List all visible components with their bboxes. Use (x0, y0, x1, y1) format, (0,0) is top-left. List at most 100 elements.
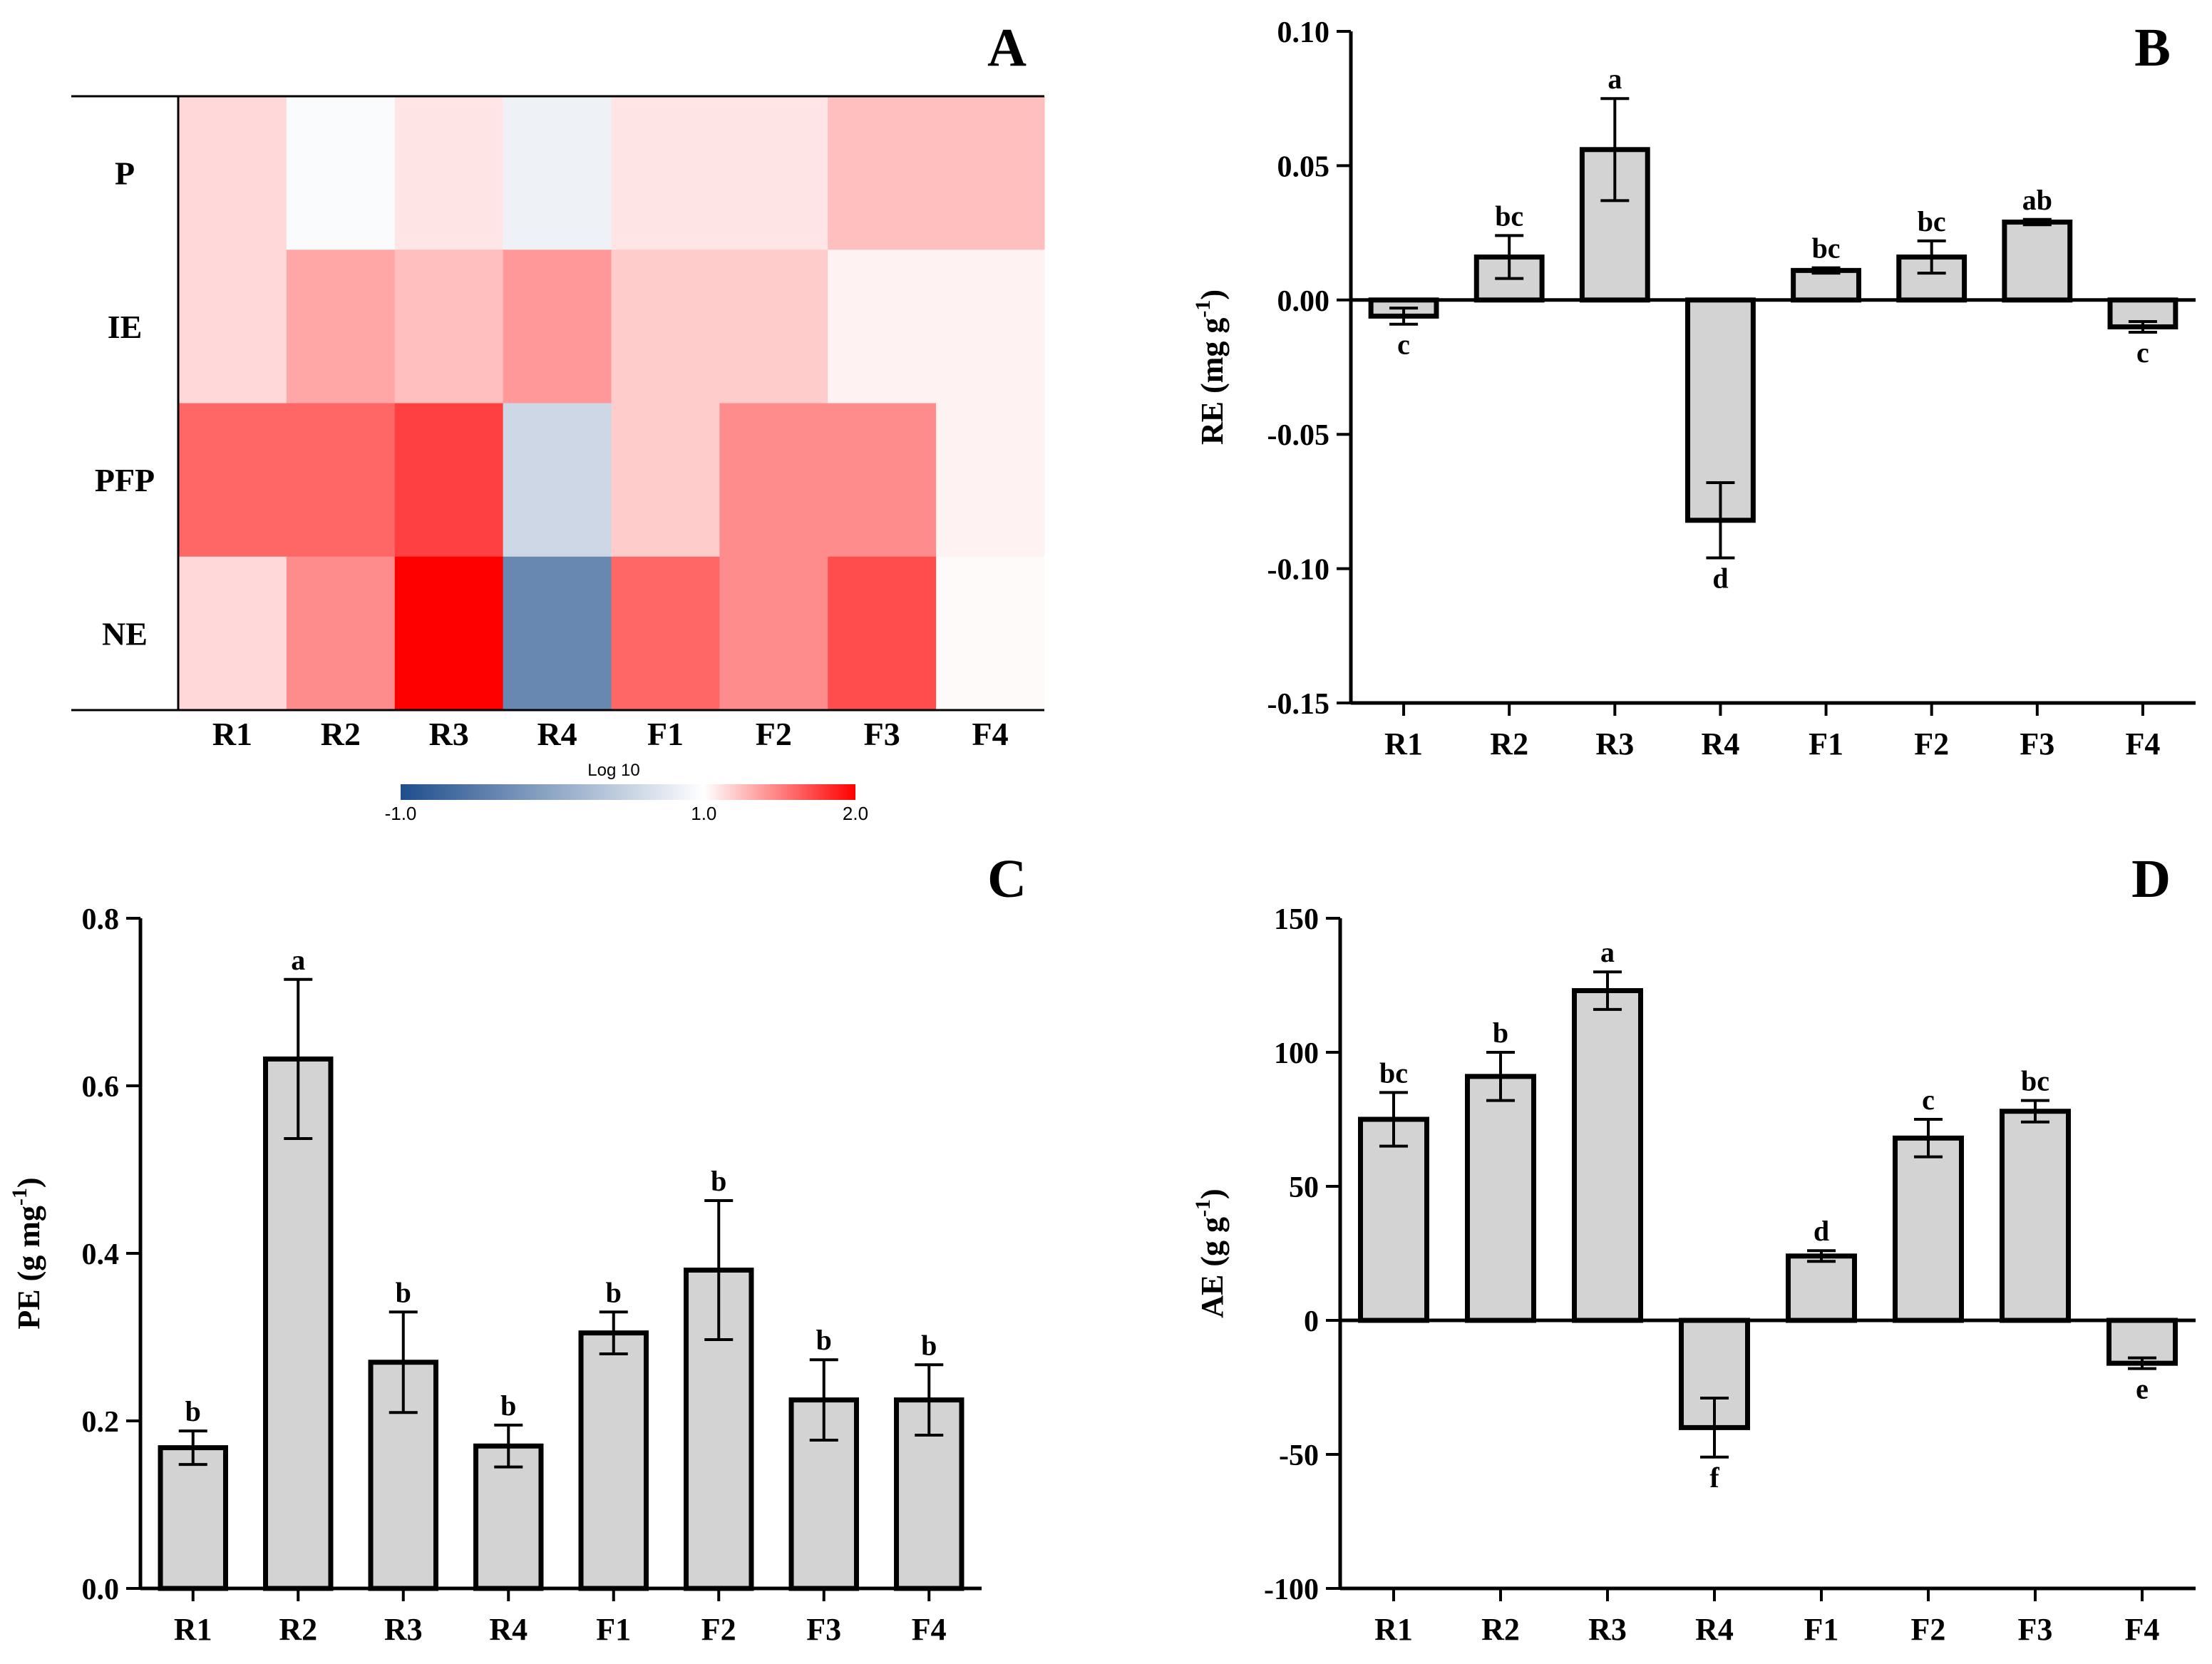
y-axis-label-superscript: -1 (1191, 1199, 1215, 1217)
x-tick-label: R4 (1695, 1612, 1734, 1647)
y-tick-label: -0.15 (1267, 688, 1330, 721)
significance-label: f (1709, 1462, 1719, 1494)
significance-label: b (185, 1395, 201, 1427)
bar (1465, 1074, 1536, 1323)
significance-label: a (291, 944, 305, 976)
y-tick-label: 0.2 (82, 1406, 120, 1439)
heatmap-cell (611, 403, 720, 558)
x-tick-label: R1 (1384, 726, 1423, 761)
heatmap-cell (719, 250, 828, 404)
significance-label: c (1397, 329, 1410, 361)
heatmap-cell (394, 556, 504, 711)
significance-label: b (396, 1276, 411, 1308)
heatmap-cell (394, 96, 504, 250)
heatmap-col-label: R3 (429, 716, 469, 752)
heatmap-cell (178, 96, 287, 250)
panel-a-heatmap: A P IE PFP NE R1 R2 R3 R4 F1 F2 F3 F4 Log 10 -1.0 1.0 2.… (71, 18, 1045, 824)
colorbar-tick-label: 2.0 (843, 803, 868, 824)
bar (1786, 1253, 1857, 1323)
y-axis-label: PE (g mg-1) (8, 1177, 46, 1329)
significance-label: bc (2021, 1065, 2049, 1097)
heatmap-cell (503, 556, 612, 711)
x-tick-label: F3 (2018, 1612, 2053, 1647)
bar (1791, 267, 1861, 303)
significance-label: bc (1495, 200, 1523, 232)
significance-label: b (500, 1390, 516, 1422)
panel-letter: B (2134, 18, 2171, 78)
bar (578, 1330, 649, 1591)
colorbar-title: Log 10 (587, 761, 639, 780)
heatmap-col-label: R4 (537, 716, 577, 752)
heatmap-cell (828, 96, 937, 250)
heatmap-cell (719, 403, 828, 558)
y-tick-label: 0.4 (82, 1238, 120, 1271)
significance-label: bc (1812, 232, 1841, 265)
bar (1358, 1116, 1429, 1323)
x-tick-label: R2 (1481, 1612, 1520, 1647)
y-axis-label-end: ) (1195, 289, 1230, 300)
significance-label: bc (1918, 205, 1946, 237)
x-tick-label: F4 (2125, 1612, 2160, 1647)
heatmap-row-label: IE (108, 309, 143, 345)
heatmap-cell (719, 556, 828, 711)
heatmap-cell (611, 250, 720, 404)
colorbar-tick-label: -1.0 (385, 803, 417, 824)
y-axis-label: RE (mg g-1) (1191, 289, 1230, 445)
x-tick-label: F3 (806, 1612, 841, 1647)
heatmap-cell (828, 556, 937, 711)
x-tick-label: R4 (489, 1612, 528, 1647)
panel-letter: C (987, 849, 1027, 909)
significance-label: b (1493, 1017, 1508, 1049)
x-tick-label: F1 (1804, 1612, 1839, 1647)
significance-label: d (1712, 563, 1728, 595)
significance-label: d (1814, 1215, 1829, 1247)
bar (2002, 220, 2073, 303)
x-tick-label: R3 (1595, 726, 1634, 761)
heatmap-cell (719, 96, 828, 250)
y-tick-label: 0.8 (82, 903, 120, 936)
x-tick-label: R1 (174, 1612, 212, 1647)
y-axis-label-superscript: -1 (8, 1188, 31, 1206)
heatmap-cell (936, 403, 1045, 558)
panel-letter: D (2131, 849, 2171, 909)
significance-label: c (1922, 1084, 1935, 1116)
y-axis-label-superscript: -1 (1191, 300, 1215, 318)
heatmap-cell (828, 250, 937, 404)
heatmap-col-label: F4 (972, 716, 1009, 752)
heatmap-cell (286, 403, 396, 558)
bar (1572, 988, 1643, 1323)
heatmap-cell (286, 556, 396, 711)
x-tick-label: F1 (1809, 726, 1843, 761)
x-tick-label: F1 (596, 1612, 631, 1647)
heatmap-col-label: F3 (864, 716, 900, 752)
y-axis-label-end: ) (11, 1177, 46, 1188)
x-tick-label: R3 (384, 1612, 423, 1647)
bar (2000, 1109, 2071, 1323)
heatmap-cell (611, 96, 720, 250)
y-tick-label: -0.10 (1267, 554, 1330, 587)
significance-label: c (2136, 337, 2149, 369)
x-tick-label: R1 (1374, 1612, 1413, 1647)
x-tick-label: R2 (1490, 726, 1528, 761)
y-tick-label: 150 (1274, 903, 1319, 936)
y-tick-label: -50 (1279, 1439, 1319, 1472)
y-axis-label: AE (g g-1) (1191, 1188, 1230, 1318)
significance-label: b (711, 1165, 726, 1197)
y-axis-label-end: ) (1195, 1188, 1230, 1199)
y-tick-label: -0.05 (1267, 419, 1330, 452)
heatmap-cell (936, 250, 1045, 404)
y-tick-label: -100 (1264, 1573, 1319, 1606)
heatmap-cell (286, 250, 396, 404)
bar (2106, 1318, 2178, 1366)
significance-label: a (1600, 936, 1615, 968)
x-tick-label: F2 (1914, 726, 1949, 761)
heatmap-col-label: R2 (321, 716, 361, 752)
y-tick-label: 0.00 (1277, 285, 1330, 318)
heatmap-row-label: PFP (95, 462, 155, 498)
bar (158, 1445, 228, 1591)
y-tick-label: 0.6 (82, 1071, 120, 1104)
heatmap-col-label: F1 (647, 716, 684, 752)
heatmap-cell (286, 96, 396, 250)
y-axis-label-main: PE (g mg (11, 1206, 46, 1330)
x-tick-label: R3 (1588, 1612, 1627, 1647)
